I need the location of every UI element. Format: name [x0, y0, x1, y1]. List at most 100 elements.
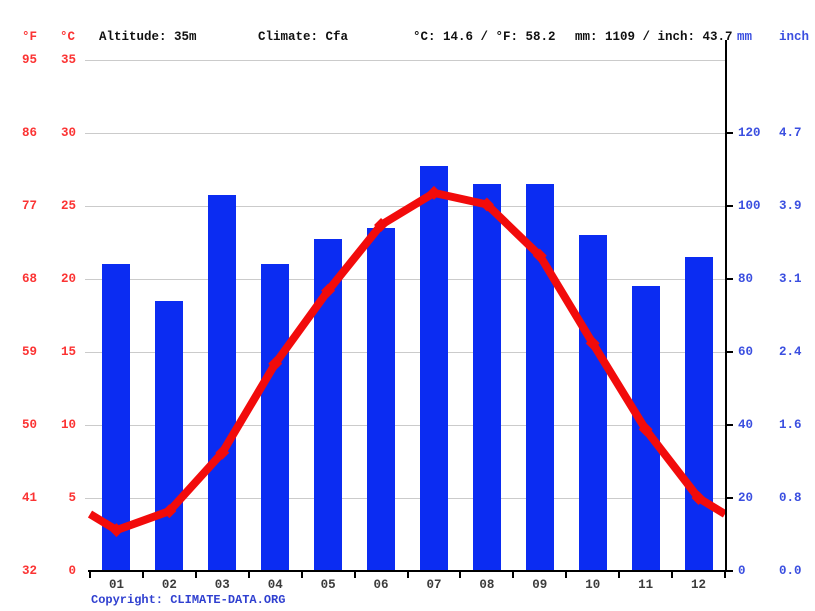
inch-tick-label: 0.8 [779, 491, 802, 505]
precip-bar-10 [578, 235, 607, 571]
month-label-07: 07 [426, 578, 442, 592]
celsius-tick-label: 10 [60, 418, 76, 432]
temperature-point-03 [215, 445, 230, 460]
precip-bar-07 [419, 165, 448, 571]
x-axis-tick [618, 572, 621, 578]
month-label-02: 02 [161, 578, 177, 592]
temperature-point-02 [162, 504, 177, 519]
temperature-line [87, 188, 728, 535]
inch-tick-label: 1.6 [779, 418, 802, 432]
altitude-label: Altitude: 35m [99, 30, 197, 44]
precip-bar-12 [684, 257, 713, 571]
annual-precip-label: mm: 1109 / inch: 43.7 [575, 30, 733, 44]
month-label-05: 05 [320, 578, 336, 592]
x-axis-tick [512, 572, 515, 578]
mm-tick-label: 0 [738, 564, 746, 578]
right-axis-tick [725, 205, 733, 207]
month-label-03: 03 [214, 578, 230, 592]
temperature-point-08 [479, 197, 494, 212]
precip-bar-02 [155, 300, 184, 571]
gridline [85, 425, 725, 426]
temperature-point-01 [109, 523, 124, 538]
fahrenheit-tick-label: 77 [21, 199, 37, 213]
right-axis-tick [725, 570, 733, 572]
fahrenheit-tick-label: 50 [21, 418, 37, 432]
celsius-tick-label: 30 [60, 126, 76, 140]
month-label-12: 12 [691, 578, 707, 592]
mm-tick-label: 100 [738, 199, 761, 213]
temperature-point-06 [374, 217, 389, 232]
precip-bar-06 [367, 227, 396, 571]
celsius-axis-title: °C [60, 30, 76, 44]
month-label-09: 09 [532, 578, 548, 592]
precip-bar-03 [208, 195, 237, 571]
x-axis-tick [353, 572, 356, 578]
fahrenheit-axis-title: °F [22, 30, 38, 44]
month-label-08: 08 [479, 578, 495, 592]
right-axis-tick [725, 132, 733, 134]
celsius-tick-label: 0 [68, 564, 76, 578]
right-axis-tick [725, 497, 733, 499]
temperature-point-09 [532, 248, 547, 263]
month-label-06: 06 [373, 578, 389, 592]
x-axis-tick [671, 572, 674, 578]
temperature-point-12 [691, 491, 706, 505]
right-axis-tick [725, 351, 733, 353]
fahrenheit-tick-label: 95 [21, 53, 37, 67]
mm-tick-label: 60 [738, 345, 754, 359]
celsius-tick-label: 20 [60, 272, 76, 286]
temperature-point-11 [638, 422, 653, 437]
precip-bar-08 [472, 184, 501, 571]
celsius-tick-label: 5 [68, 491, 76, 505]
celsius-tick-label: 25 [60, 199, 76, 213]
celsius-tick-label: 15 [60, 345, 76, 359]
x-axis-tick [247, 572, 250, 578]
month-label-04: 04 [267, 578, 283, 592]
x-axis-tick [406, 572, 409, 578]
gridline [85, 279, 725, 280]
fahrenheit-tick-label: 86 [21, 126, 37, 140]
gridline [85, 498, 725, 499]
temperature-point-07 [426, 185, 441, 200]
inch-tick-label: 4.7 [779, 126, 802, 140]
fahrenheit-tick-label: 32 [21, 564, 37, 578]
inch-tick-label: 3.1 [779, 272, 802, 286]
mm-axis-title: mm [737, 30, 753, 44]
mm-tick-label: 20 [738, 491, 754, 505]
precip-bar-04 [261, 264, 290, 571]
x-axis-tick [300, 572, 303, 578]
x-axis-tick [89, 572, 91, 578]
month-label-11: 11 [638, 578, 654, 592]
fahrenheit-tick-label: 41 [21, 491, 37, 505]
fahrenheit-tick-label: 59 [21, 345, 37, 359]
mm-tick-label: 80 [738, 272, 754, 286]
copyright-link[interactable]: Copyright: CLIMATE-DATA.ORG [91, 593, 286, 607]
avg-temperature-label: °C: 14.6 / °F: 58.2 [413, 30, 556, 44]
x-axis-tick [194, 572, 197, 578]
x-axis-tick [724, 572, 726, 578]
gridline [85, 133, 725, 134]
x-axis-tick [141, 572, 144, 578]
climate-class-label: Climate: Cfa [258, 30, 349, 44]
month-label-01: 01 [108, 578, 124, 592]
right-axis-tick [725, 278, 733, 280]
mm-tick-label: 40 [738, 418, 754, 432]
inch-tick-label: 3.9 [779, 199, 802, 213]
x-axis-tick [459, 572, 462, 578]
celsius-tick-label: 35 [60, 53, 76, 67]
fahrenheit-tick-label: 68 [21, 272, 37, 286]
x-axis-line [88, 570, 726, 572]
x-axis-tick [565, 572, 568, 578]
right-axis-line [725, 40, 727, 572]
inch-tick-label: 0.0 [779, 564, 802, 578]
mm-tick-label: 120 [738, 126, 761, 140]
gridline [85, 352, 725, 353]
month-label-10: 10 [585, 578, 601, 592]
inch-tick-label: 2.4 [779, 345, 802, 359]
right-axis-tick [725, 424, 733, 426]
temperature-point-05 [321, 283, 336, 298]
gridline [85, 60, 725, 61]
temperature-point-10 [585, 336, 600, 351]
